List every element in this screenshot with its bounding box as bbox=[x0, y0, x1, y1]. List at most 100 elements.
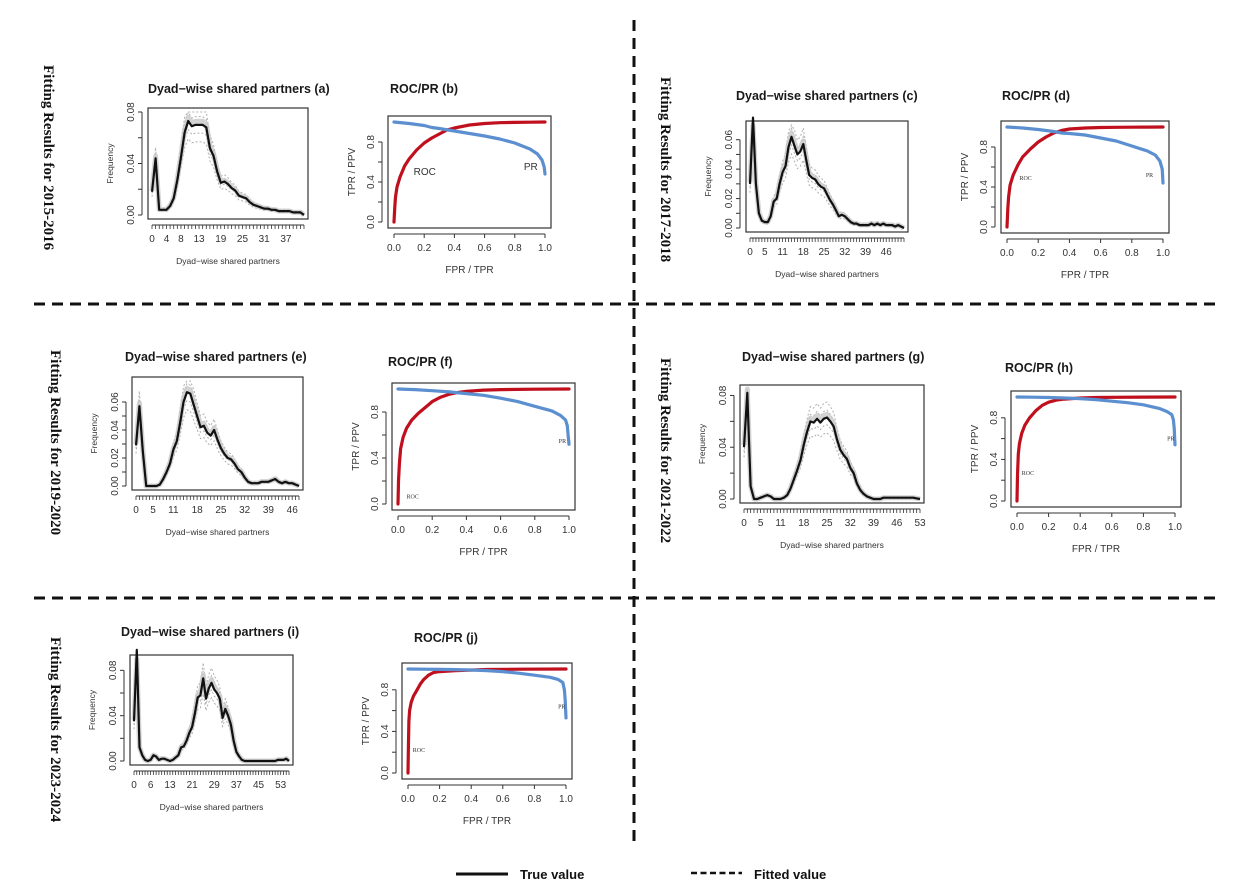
y-tick-label: 0.08 bbox=[108, 660, 119, 680]
chart-panels: Dyad−wise shared partners (a)0.000.040.0… bbox=[87, 82, 1182, 827]
y-axis-label: TPR / PPV bbox=[347, 148, 358, 197]
y-tick-label: 0.02 bbox=[724, 188, 735, 208]
fitted-value-line bbox=[133, 658, 290, 761]
y-tick-label: 0.00 bbox=[126, 205, 137, 225]
y-tick-label: 0.4 bbox=[979, 180, 990, 194]
x-tick-label: 0 bbox=[149, 234, 155, 245]
y-tick-label: 0.06 bbox=[724, 130, 735, 150]
x-tick-label: 0.4 bbox=[1062, 248, 1076, 259]
x-axis-label: Dyad−wise shared partners bbox=[160, 802, 264, 812]
x-axis-label: FPR / TPR bbox=[459, 547, 507, 558]
y-tick-label: 0.00 bbox=[718, 489, 729, 509]
x-tick-label: 0 bbox=[131, 780, 137, 791]
y-tick-label: 0.0 bbox=[979, 220, 990, 234]
y-tick-label: 0.0 bbox=[380, 766, 391, 780]
x-tick-label: 4 bbox=[164, 234, 170, 245]
chart-panel-i: Dyad−wise shared partners (i) 0.00 0.04 0.0… bbox=[87, 625, 299, 812]
y-tick-label: 0.0 bbox=[366, 215, 377, 229]
chart-title: ROC/PR (b) bbox=[390, 82, 458, 96]
x-tick-label: 0.0 bbox=[1010, 522, 1024, 533]
x-tick-label: 13 bbox=[164, 780, 176, 791]
roc-curve bbox=[1015, 395, 1177, 503]
x-tick-label: 0.2 bbox=[1042, 522, 1056, 533]
x-tick-label: 39 bbox=[263, 505, 275, 516]
x-tick-label: 0.6 bbox=[494, 525, 508, 536]
y-tick-label: 0.04 bbox=[724, 159, 735, 179]
x-tick-label: 25 bbox=[237, 234, 249, 245]
x-tick-label: 39 bbox=[860, 247, 872, 258]
x-tick-label: 5 bbox=[758, 518, 764, 529]
x-tick-label: 0.4 bbox=[464, 794, 478, 805]
chart-title: ROC/PR (h) bbox=[1005, 361, 1073, 375]
fitted-value-band bbox=[149, 114, 306, 218]
x-tick-label: 37 bbox=[280, 234, 292, 245]
y-axis-label: TPR / PPV bbox=[361, 697, 372, 746]
row-label-2021-2022: Fitting Results for 2021-2022 bbox=[657, 358, 673, 543]
fitted-value-line bbox=[749, 138, 905, 229]
y-axis-label: TPR / PPV bbox=[960, 153, 971, 202]
x-tick-label: 0.6 bbox=[478, 243, 492, 254]
x-tick-label: 0 bbox=[741, 518, 747, 529]
x-tick-label: 25 bbox=[821, 518, 833, 529]
x-tick-label: 32 bbox=[239, 505, 251, 516]
chart-panel-a: Dyad−wise shared partners (a) 0.00 0.04 0.0… bbox=[105, 82, 330, 266]
x-axis-label: Dyad−wise shared partners bbox=[166, 527, 270, 537]
x-tick-label: 0.2 bbox=[433, 794, 447, 805]
x-tick-label: 32 bbox=[845, 518, 857, 529]
x-tick-label: 1.0 bbox=[1168, 522, 1182, 533]
y-tick-label: 0.4 bbox=[370, 451, 381, 465]
x-tick-label: 53 bbox=[914, 518, 926, 529]
plot-frame bbox=[131, 376, 304, 491]
x-tick-label: 1.0 bbox=[1156, 248, 1170, 259]
roc-curve bbox=[1005, 125, 1165, 229]
row-label-2015-2016: Fitting Results for 2015-2016 bbox=[40, 65, 56, 251]
x-tick-label: 0.6 bbox=[1094, 248, 1108, 259]
x-tick-label: 0.2 bbox=[425, 525, 439, 536]
x-tick-label: 11 bbox=[168, 505, 179, 516]
x-tick-label: 0.8 bbox=[508, 243, 522, 254]
x-tick-label: 0.0 bbox=[401, 794, 415, 805]
x-tick-label: 46 bbox=[891, 518, 903, 529]
y-tick-label: 0.02 bbox=[110, 448, 121, 468]
y-tick-label: 0.8 bbox=[989, 410, 1000, 424]
fitted-value-line bbox=[135, 409, 300, 487]
x-tick-label: 0.6 bbox=[496, 794, 510, 805]
plot-frame bbox=[745, 120, 909, 233]
x-tick-label: 0.8 bbox=[528, 525, 542, 536]
x-tick-label: 19 bbox=[215, 234, 227, 245]
plot-frame bbox=[1010, 390, 1182, 508]
pr-annotation: PR bbox=[1146, 173, 1153, 179]
fitted-value-line bbox=[133, 660, 290, 761]
x-tick-label: 0.8 bbox=[1136, 522, 1150, 533]
roc-curve bbox=[392, 120, 547, 224]
x-axis-label: FPR / TPR bbox=[1061, 270, 1109, 281]
row-label-2019-2020: Fitting Results for 2019-2020 bbox=[47, 350, 63, 535]
row-label-2017-2018: Fitting Results for 2017-2018 bbox=[657, 77, 673, 262]
plot-frame bbox=[387, 115, 552, 229]
x-tick-label: 46 bbox=[881, 247, 893, 258]
x-tick-label: 25 bbox=[215, 505, 227, 516]
x-tick-label: 1.0 bbox=[538, 243, 552, 254]
y-axis-label: Frequency bbox=[105, 143, 115, 184]
pr-curve bbox=[1005, 125, 1165, 185]
y-tick-label: 0.06 bbox=[110, 392, 121, 412]
y-tick-label: 0.4 bbox=[989, 452, 1000, 466]
fitted-value-band bbox=[747, 122, 906, 231]
y-tick-label: 0.0 bbox=[989, 494, 1000, 508]
true-value-line bbox=[748, 116, 905, 229]
chart-panel-d: ROC/PR (d) 0.0 0.4 0.8 TPR / PPV 0.0 0.2 0.4 0.6… bbox=[960, 89, 1170, 281]
y-tick-label: 0.04 bbox=[718, 437, 729, 457]
fitted-value-band bbox=[131, 656, 291, 764]
y-tick-label: 0.04 bbox=[108, 705, 119, 725]
y-axis-label: Frequency bbox=[703, 156, 713, 197]
fitted-value-line bbox=[743, 388, 920, 500]
x-tick-label: 0.6 bbox=[1105, 522, 1119, 533]
true-value-line bbox=[742, 391, 921, 501]
roc-curve bbox=[396, 387, 571, 506]
chart-title: ROC/PR (f) bbox=[388, 355, 453, 369]
x-tick-label: 18 bbox=[798, 518, 810, 529]
chart-panel-g: Dyad−wise shared partners (g) 0.00 0.04 0.0… bbox=[697, 350, 926, 550]
x-tick-label: 53 bbox=[275, 780, 287, 791]
roc-annotation: ROC bbox=[414, 167, 436, 178]
